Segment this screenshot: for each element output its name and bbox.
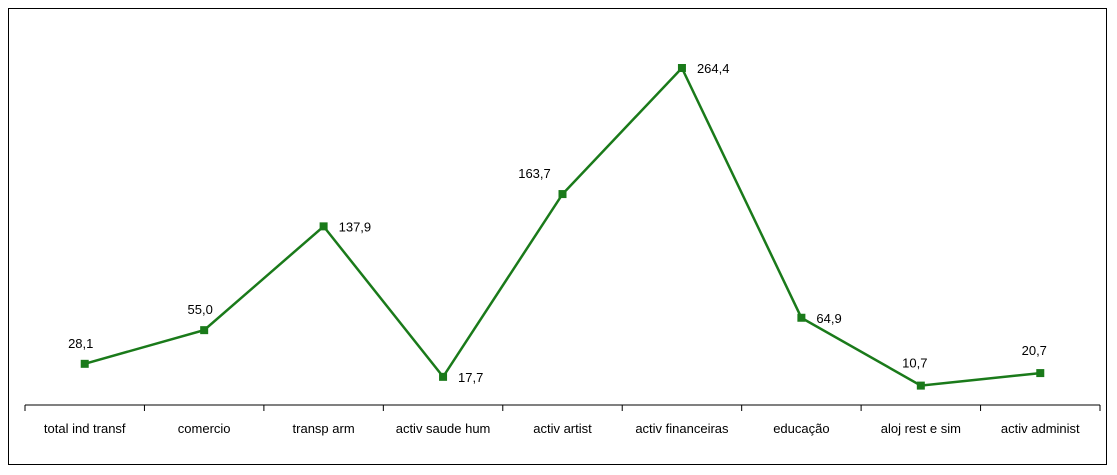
data-label: 55,0 <box>188 302 213 317</box>
data-labels: 28,1 55,0 137,9 17,7 163,7 264,4 64,9 10,7 20,7 <box>68 61 1047 385</box>
x-axis-tick-labels: total ind transf comercio transp arm activ … <box>44 421 1080 436</box>
data-label: 20,7 <box>1022 343 1047 358</box>
data-label: 28,1 <box>68 336 93 351</box>
x-tick-label: transp arm <box>293 421 355 436</box>
x-tick-label: aloj rest e sim <box>881 421 961 436</box>
data-point-marker <box>797 313 806 322</box>
data-label: 163,7 <box>518 166 551 181</box>
data-label: 17,7 <box>458 370 483 385</box>
x-axis-ticks <box>24 405 1101 411</box>
series-markers <box>80 64 1045 390</box>
line-chart: total ind transf comercio transp arm activ … <box>24 61 1101 436</box>
x-tick-label: activ administ <box>1001 421 1080 436</box>
x-tick-label: activ financeiras <box>635 421 729 436</box>
data-label: 64,9 <box>816 311 841 326</box>
data-label: 264,4 <box>697 61 730 76</box>
x-tick-label: educação <box>773 421 829 436</box>
x-tick-label: activ saude hum <box>396 421 491 436</box>
data-point-marker <box>319 222 328 231</box>
chart-frame: total ind transf comercio transp arm activ … <box>8 8 1107 465</box>
data-point-marker <box>677 64 686 72</box>
series-line <box>84 65 1041 387</box>
data-point-marker <box>439 372 448 381</box>
data-label: 10,7 <box>902 356 927 371</box>
data-point-marker <box>200 326 209 335</box>
data-point-marker <box>558 190 567 199</box>
x-tick-label: activ artist <box>533 421 592 436</box>
data-point-marker <box>80 359 89 368</box>
data-point-marker <box>1036 369 1045 378</box>
x-tick-label: comercio <box>178 421 231 436</box>
data-label: 137,9 <box>339 219 372 234</box>
x-tick-label: total ind transf <box>44 421 126 436</box>
data-point-marker <box>916 381 925 390</box>
